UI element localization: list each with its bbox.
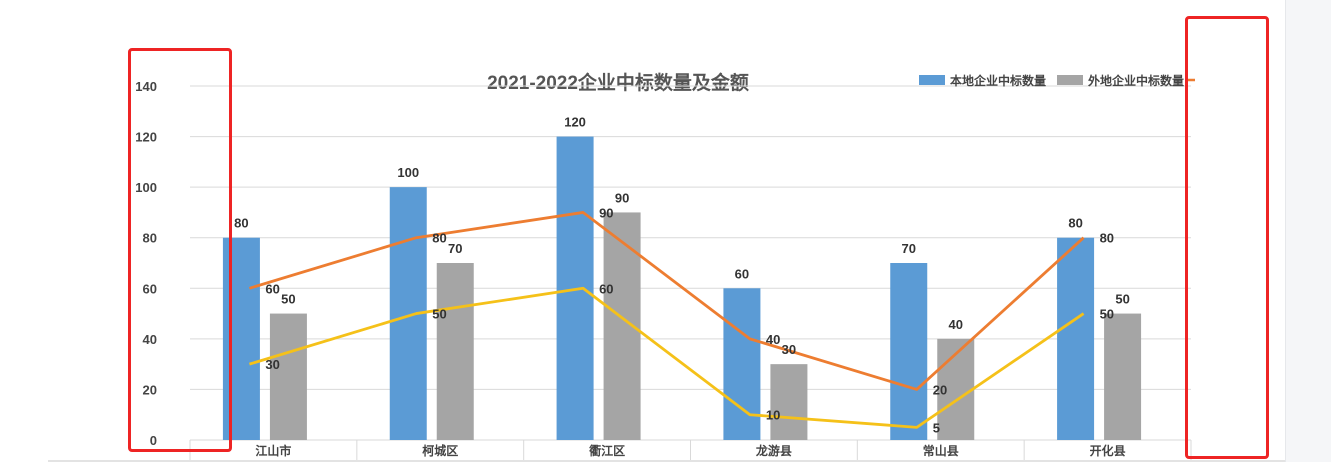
bar-value-label: 80 [234, 216, 248, 231]
gridlines [189, 85, 1192, 460]
bar-value-label: 80 [1068, 216, 1082, 231]
line-value-label: 90 [599, 205, 613, 220]
bar-value-label: 120 [564, 115, 586, 130]
legend-swatch-local [919, 75, 945, 85]
legend-label-local: 本地企业中标数量 [950, 73, 1046, 88]
data-labels: 8010012060708050709030405060809040208030… [234, 115, 1130, 436]
bar-local [1057, 237, 1095, 440]
line-value-label: 30 [265, 357, 279, 372]
y-tick-label: 100 [135, 180, 157, 195]
bar-external [770, 364, 808, 440]
legend-swatch-external [1057, 75, 1083, 85]
series-line-yellow [249, 286, 1085, 429]
line-value-label: 50 [432, 307, 446, 322]
bar-local [890, 263, 928, 440]
bar-value-label: 90 [615, 190, 629, 205]
legend-label-external: 外地企业中标数量 [1088, 73, 1184, 88]
bar-external [269, 313, 307, 440]
x-category-label: 衢江区 [589, 443, 625, 458]
bar-value-label: 70 [448, 241, 462, 256]
line-value-label: 5 [933, 420, 940, 435]
bar-value-label: 30 [782, 342, 796, 357]
y-tick-label: 120 [135, 130, 157, 145]
bar-value-label: 60 [735, 266, 749, 281]
y-tick-label: 60 [143, 281, 157, 296]
x-category-label: 江山市 [255, 443, 291, 458]
y-tick-label: 0 [150, 433, 157, 448]
line-value-label: 60 [599, 281, 613, 296]
right-side-panel [1285, 0, 1331, 462]
bar-external [1104, 313, 1142, 440]
series-line-orange [249, 211, 1085, 391]
highlight-box-right [1185, 16, 1269, 459]
line-value-label: 50 [1100, 307, 1114, 322]
line-value-label: 40 [766, 332, 780, 347]
bar-value-label: 70 [902, 241, 916, 256]
line-value-label: 60 [265, 281, 279, 296]
y-tick-label: 140 [135, 79, 157, 94]
x-category-label: 柯城区 [422, 443, 458, 458]
x-category-label: 龙游县 [756, 443, 792, 458]
y-axis-ticks: 0 20 40 60 80 100 120 140 [135, 79, 157, 448]
bar-value-label: 100 [397, 165, 419, 180]
y-tick-label: 20 [143, 382, 157, 397]
y-tick-label: 40 [143, 332, 157, 347]
bar-external [436, 263, 474, 440]
lines [249, 211, 1085, 429]
bar-value-label: 50 [1115, 292, 1129, 307]
y-tick-label: 80 [143, 231, 157, 246]
x-axis-categories: 江山市 柯城区 衢江区 龙游县 常山县 开化县 [255, 443, 1125, 458]
highlight-box-left [128, 48, 232, 452]
bottom-divider [48, 460, 1285, 462]
line-value-label: 10 [766, 408, 780, 423]
chart-title: 2021-2022企业中标数量及金额 [487, 71, 749, 94]
bar-value-label: 50 [281, 292, 295, 307]
x-category-label: 常山县 [923, 443, 959, 458]
line-value-label: 20 [933, 382, 947, 397]
line-value-label: 80 [432, 231, 446, 246]
x-category-label: 开化县 [1090, 443, 1126, 458]
bar-local [723, 288, 761, 440]
bar-value-label: 40 [949, 317, 963, 332]
line-value-label: 80 [1100, 231, 1114, 246]
